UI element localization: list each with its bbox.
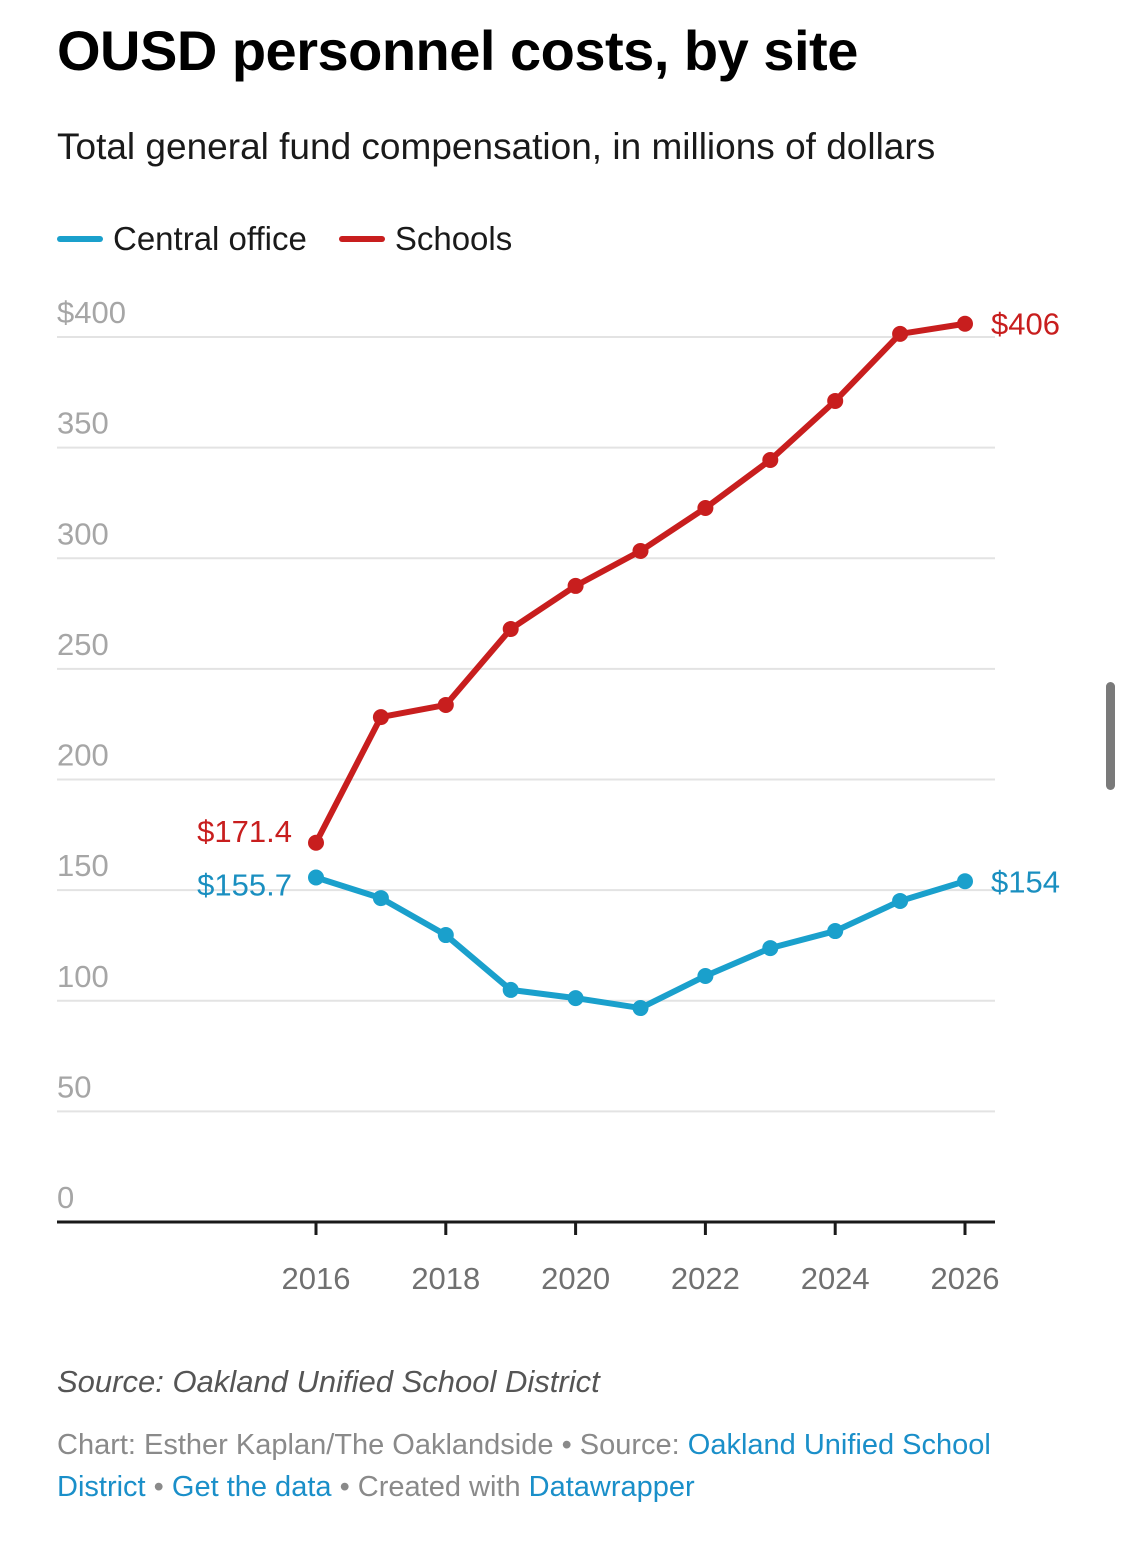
y-axis-labels: 0 50 100 150 200 250 300 350 $400 xyxy=(57,295,126,1215)
gridlines xyxy=(57,336,995,1113)
data-point xyxy=(308,869,324,886)
data-point xyxy=(892,892,909,909)
y-tick-label: 0 xyxy=(57,1180,74,1215)
y-tick-label: 250 xyxy=(57,627,109,662)
credit-text: Chart: Esther Kaplan/The Oaklandside xyxy=(57,1429,562,1461)
data-point xyxy=(827,392,844,409)
y-tick-label: $400 xyxy=(57,295,126,330)
created-with-text: Created with xyxy=(357,1471,529,1503)
data-point xyxy=(567,577,584,594)
chart-title: OUSD personnel costs, by site xyxy=(57,19,858,82)
get-the-data-link[interactable]: Get the data xyxy=(171,1471,332,1503)
source-note: Source: Oakland Unified School District xyxy=(57,1364,600,1399)
x-tick-label: 2026 xyxy=(931,1261,1000,1296)
y-tick-label: 300 xyxy=(57,516,109,551)
series-line-central-office xyxy=(313,874,968,1012)
scrollbar-thumb[interactable] xyxy=(1106,682,1115,790)
end-value-label: $406 xyxy=(991,307,1060,342)
y-tick-label: 350 xyxy=(57,406,109,441)
legend-label: Central office xyxy=(113,220,307,257)
data-point xyxy=(502,981,519,998)
data-labels: $155.7 $154 $171.4 $406 xyxy=(197,307,1060,903)
data-point xyxy=(957,873,973,890)
end-value-label: $154 xyxy=(991,864,1060,899)
data-point xyxy=(697,967,714,984)
data-point xyxy=(957,315,973,332)
legend-item-central-office: Central office xyxy=(57,220,307,258)
x-axis: 2016 2018 2020 2022 2024 2026 xyxy=(57,1220,1000,1296)
legend-swatch-central-office xyxy=(57,236,103,242)
data-point xyxy=(567,990,584,1007)
separator: • xyxy=(331,1471,358,1503)
y-tick-label: 100 xyxy=(57,959,109,994)
data-point xyxy=(762,452,779,469)
data-point xyxy=(892,325,909,342)
data-point xyxy=(308,834,324,851)
data-point xyxy=(437,696,454,713)
data-point xyxy=(762,940,779,957)
x-tick-label: 2022 xyxy=(671,1261,740,1296)
x-tick-label: 2024 xyxy=(801,1261,870,1296)
data-point xyxy=(632,1000,649,1017)
legend-item-schools: Schools xyxy=(338,220,513,258)
legend-label: Schools xyxy=(394,220,513,257)
source-link[interactable]: Oakland Unified School District xyxy=(57,1429,991,1503)
data-point xyxy=(632,542,649,559)
series-line-schools xyxy=(313,320,968,846)
x-tick-label: 2018 xyxy=(411,1261,480,1296)
y-tick-label: 150 xyxy=(57,848,109,883)
data-point xyxy=(372,890,389,907)
chart-subtitle: Total general fund compensation, in mill… xyxy=(57,126,936,167)
data-point xyxy=(827,923,844,940)
legend-swatch-schools xyxy=(338,236,385,242)
data-point xyxy=(697,500,714,517)
x-tick-label: 2020 xyxy=(541,1261,610,1296)
separator: • xyxy=(561,1429,580,1461)
legend: Central office Schools xyxy=(57,220,544,258)
start-value-label: $171.4 xyxy=(197,814,292,849)
x-tick-label: 2016 xyxy=(282,1261,351,1296)
data-point xyxy=(372,709,389,726)
start-value-label: $155.7 xyxy=(197,868,292,903)
separator: • xyxy=(145,1471,172,1503)
credits: Chart: Esther Kaplan/The Oaklandside • S… xyxy=(57,1424,1017,1508)
datawrapper-link[interactable]: Datawrapper xyxy=(528,1471,695,1503)
y-tick-label: 50 xyxy=(57,1069,91,1104)
data-point xyxy=(437,927,454,944)
data-point xyxy=(502,621,519,638)
series-lines xyxy=(308,315,973,1017)
source-label: Source: xyxy=(579,1429,688,1461)
y-tick-label: 200 xyxy=(57,738,109,773)
